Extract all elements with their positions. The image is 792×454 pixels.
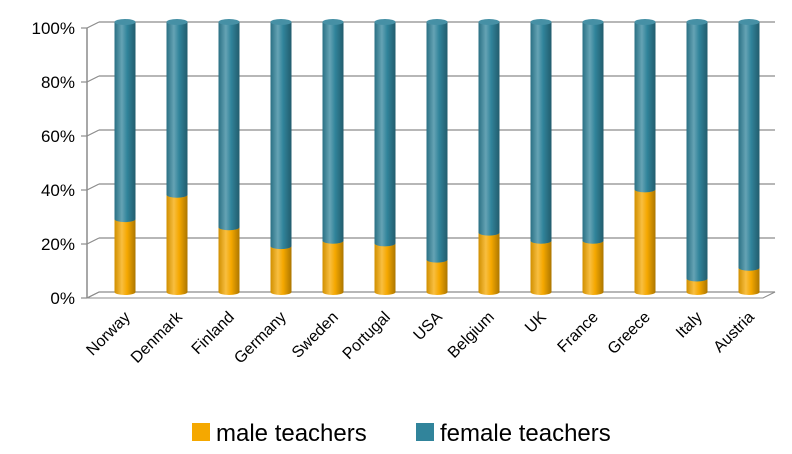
bar-cap xyxy=(218,19,240,25)
x-category-label: UK xyxy=(522,309,550,337)
bar-female-teachers-finland[interactable] xyxy=(218,22,240,231)
bar-female-teachers-uk[interactable] xyxy=(530,22,552,244)
bar-male-teachers-italy[interactable] xyxy=(686,278,708,296)
bar-male-teachers-belgium[interactable] xyxy=(478,232,500,295)
x-category-label: Germany xyxy=(231,309,290,368)
gridline-depth xyxy=(86,291,100,299)
bar-female-teachers-denmark[interactable] xyxy=(166,22,188,198)
bar-female-teachers-france[interactable] xyxy=(582,22,604,244)
y-tick-label: 40% xyxy=(41,181,75,200)
bar-cap xyxy=(530,19,552,25)
legend-swatch-female-teachers xyxy=(416,423,434,441)
bar-cap xyxy=(426,19,448,25)
bar-cap xyxy=(322,19,344,25)
bar-cap xyxy=(738,19,760,25)
x-category-label: Norway xyxy=(83,309,133,359)
x-category-label: Italy xyxy=(673,309,706,342)
x-category-label: Sweden xyxy=(289,309,342,362)
bar-female-teachers-sweden[interactable] xyxy=(322,22,344,244)
bar-male-teachers-finland[interactable] xyxy=(218,227,240,295)
bar-male-teachers-germany[interactable] xyxy=(270,246,292,295)
legend-label: female teachers xyxy=(440,420,611,447)
bar-female-teachers-belgium[interactable] xyxy=(478,22,500,236)
y-tick-label: 20% xyxy=(41,235,75,254)
gridline-depth xyxy=(86,237,100,245)
x-category-label: Belgium xyxy=(445,309,498,362)
gridline-depth xyxy=(86,129,100,137)
x-category-label: Greece xyxy=(605,309,654,358)
bar-male-teachers-usa[interactable] xyxy=(426,259,448,295)
bar-female-teachers-usa[interactable] xyxy=(426,22,448,263)
bar-cap xyxy=(478,19,500,25)
x-category-label: Austria xyxy=(711,309,758,356)
bar-female-teachers-germany[interactable] xyxy=(270,22,292,250)
y-tick-label: 60% xyxy=(41,127,75,146)
gridline-depth xyxy=(86,21,100,29)
bar-cap xyxy=(374,19,396,25)
bar-female-teachers-portugal[interactable] xyxy=(374,22,396,247)
bar-male-teachers-austria[interactable] xyxy=(738,267,760,295)
bar-male-teachers-greece[interactable] xyxy=(634,189,656,295)
bar-female-teachers-italy[interactable] xyxy=(686,22,708,282)
gridline-depth xyxy=(86,183,100,191)
bar-female-teachers-norway[interactable] xyxy=(114,22,136,223)
bar-female-teachers-greece[interactable] xyxy=(634,22,656,193)
bar-cap xyxy=(686,19,708,25)
y-tick-label: 80% xyxy=(41,73,75,92)
y-tick-label: 100% xyxy=(32,19,75,38)
bar-male-teachers-denmark[interactable] xyxy=(166,194,188,295)
x-category-label: Finland xyxy=(189,309,238,358)
x-category-label: USA xyxy=(411,309,447,345)
bar-male-teachers-uk[interactable] xyxy=(530,240,552,295)
y-tick-label: 0% xyxy=(50,289,75,308)
bar-male-teachers-portugal[interactable] xyxy=(374,243,396,295)
bar-cap xyxy=(166,19,188,25)
bar-cap xyxy=(270,19,292,25)
bar-male-teachers-france[interactable] xyxy=(582,240,604,295)
gridline-depth xyxy=(86,75,100,83)
bar-male-teachers-sweden[interactable] xyxy=(322,240,344,295)
bar-cap xyxy=(114,19,136,25)
x-category-label: Portugal xyxy=(340,309,394,363)
bar-male-teachers-norway[interactable] xyxy=(114,219,136,295)
bar-cap xyxy=(634,19,656,25)
bar-cap xyxy=(582,19,604,25)
legend-label: male teachers xyxy=(216,420,367,447)
x-category-label: France xyxy=(555,309,602,356)
legend-swatch-male-teachers xyxy=(192,423,210,441)
x-category-label: Denmark xyxy=(128,308,187,367)
bar-female-teachers-austria[interactable] xyxy=(738,22,760,271)
